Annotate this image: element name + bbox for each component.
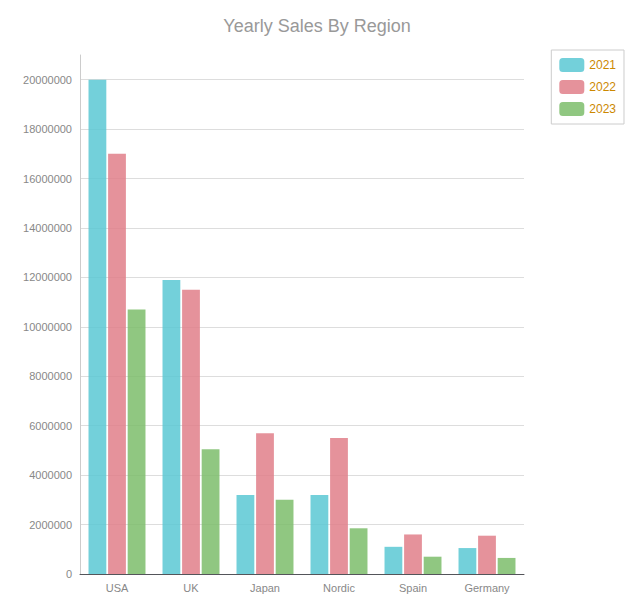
svg-text:10000000: 10000000 xyxy=(23,321,72,333)
svg-text:Spain: Spain xyxy=(399,582,427,594)
svg-text:2021: 2021 xyxy=(589,58,616,72)
svg-text:Nordic: Nordic xyxy=(323,582,355,594)
svg-text:12000000: 12000000 xyxy=(23,271,72,283)
svg-text:20000000: 20000000 xyxy=(23,74,72,86)
svg-text:0: 0 xyxy=(66,568,72,580)
svg-text:2023: 2023 xyxy=(589,102,616,116)
svg-text:18000000: 18000000 xyxy=(23,123,72,135)
svg-text:2022: 2022 xyxy=(589,80,616,94)
svg-text:UK: UK xyxy=(183,582,199,594)
svg-text:8000000: 8000000 xyxy=(29,370,72,382)
svg-text:Yearly Sales By Region: Yearly Sales By Region xyxy=(223,16,410,36)
svg-text:Japan: Japan xyxy=(250,582,280,594)
svg-text:6000000: 6000000 xyxy=(29,420,72,432)
svg-text:16000000: 16000000 xyxy=(23,173,72,185)
svg-text:USA: USA xyxy=(106,582,129,594)
svg-text:4000000: 4000000 xyxy=(29,469,72,481)
svg-text:Germany: Germany xyxy=(464,582,510,594)
svg-text:2000000: 2000000 xyxy=(29,519,72,531)
svg-text:14000000: 14000000 xyxy=(23,222,72,234)
